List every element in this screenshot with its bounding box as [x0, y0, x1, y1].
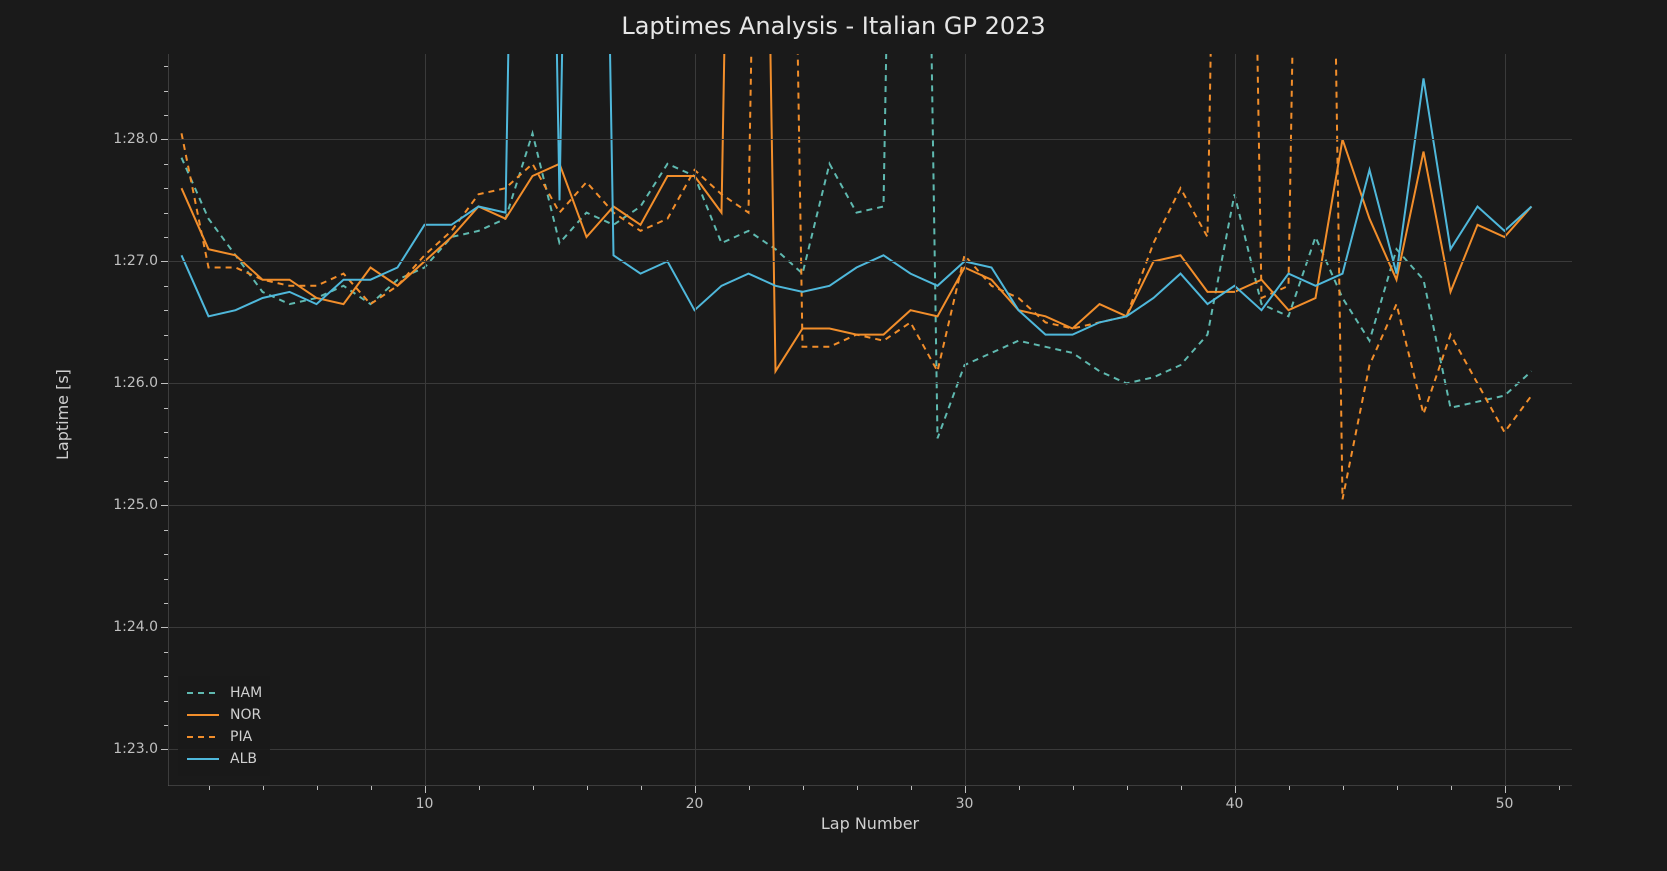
grid-hline	[168, 383, 1572, 384]
grid-vline	[1505, 54, 1506, 786]
ytick-minor	[164, 530, 168, 531]
legend-item-alb: ALB	[186, 748, 262, 770]
ytick-mark	[161, 383, 168, 384]
xtick-minor	[1397, 786, 1398, 790]
ytick-mark	[161, 505, 168, 506]
ytick-label: 1:28.0	[113, 131, 158, 147]
plot-area	[168, 54, 1572, 786]
ytick-minor	[164, 701, 168, 702]
legend-label: HAM	[230, 685, 262, 701]
ytick-minor	[164, 286, 168, 287]
xtick-minor	[1019, 786, 1020, 790]
xtick-mark	[425, 786, 426, 793]
legend-label: NOR	[230, 707, 261, 723]
ytick-mark	[161, 627, 168, 628]
legend-swatch	[186, 731, 220, 743]
ytick-mark	[161, 261, 168, 262]
ytick-minor	[164, 481, 168, 482]
legend-item-pia: PIA	[186, 726, 262, 748]
xtick-minor	[749, 786, 750, 790]
ytick-minor	[164, 457, 168, 458]
ytick-minor	[164, 66, 168, 67]
xtick-minor	[1343, 786, 1344, 790]
ytick-minor	[164, 603, 168, 604]
ytick-minor	[164, 579, 168, 580]
grid-hline	[168, 261, 1572, 262]
ytick-label: 1:25.0	[113, 497, 158, 513]
xtick-label: 50	[1496, 796, 1514, 812]
xtick-minor	[1073, 786, 1074, 790]
legend-label: PIA	[230, 729, 252, 745]
xtick-mark	[1505, 786, 1506, 793]
xtick-minor	[317, 786, 318, 790]
legend-item-nor: NOR	[186, 704, 262, 726]
xtick-label: 30	[956, 796, 974, 812]
ytick-minor	[164, 432, 168, 433]
xtick-minor	[1127, 786, 1128, 790]
ytick-minor	[164, 335, 168, 336]
ytick-minor	[164, 91, 168, 92]
legend-swatch	[186, 709, 220, 721]
xtick-minor	[857, 786, 858, 790]
xtick-label: 40	[1226, 796, 1244, 812]
figure: Laptimes Analysis - Italian GP 2023 Lapt…	[0, 0, 1667, 871]
xtick-minor	[479, 786, 480, 790]
legend-item-ham: HAM	[186, 682, 262, 704]
xtick-label: 10	[416, 796, 434, 812]
ytick-minor	[164, 164, 168, 165]
series-alb	[182, 54, 1532, 335]
ytick-minor	[164, 554, 168, 555]
ytick-label: 1:24.0	[113, 619, 158, 635]
ytick-minor	[164, 237, 168, 238]
ytick-minor	[164, 213, 168, 214]
ytick-label: 1:23.0	[113, 741, 158, 757]
xtick-label: 20	[686, 796, 704, 812]
grid-vline	[695, 54, 696, 786]
xtick-minor	[803, 786, 804, 790]
legend-label: ALB	[230, 751, 257, 767]
xtick-minor	[371, 786, 372, 790]
xtick-minor	[641, 786, 642, 790]
ytick-minor	[164, 115, 168, 116]
ytick-minor	[164, 676, 168, 677]
xtick-minor	[1289, 786, 1290, 790]
grid-hline	[168, 749, 1572, 750]
ytick-mark	[161, 139, 168, 140]
ytick-minor	[164, 725, 168, 726]
ytick-minor	[164, 310, 168, 311]
grid-hline	[168, 627, 1572, 628]
xtick-minor	[533, 786, 534, 790]
xtick-minor	[1451, 786, 1452, 790]
xtick-minor	[1181, 786, 1182, 790]
xtick-mark	[1235, 786, 1236, 793]
ytick-label: 1:26.0	[113, 375, 158, 391]
xtick-minor	[911, 786, 912, 790]
grid-vline	[425, 54, 426, 786]
ytick-minor	[164, 188, 168, 189]
xtick-mark	[965, 786, 966, 793]
ytick-mark	[161, 749, 168, 750]
legend-swatch	[186, 687, 220, 699]
y-axis-label: Laptime [s]	[53, 369, 72, 460]
legend: HAM NOR PIA ALB	[178, 676, 270, 776]
xtick-mark	[695, 786, 696, 793]
grid-vline	[1235, 54, 1236, 786]
xtick-minor	[209, 786, 210, 790]
x-axis-label: Lap Number	[810, 814, 930, 833]
ytick-minor	[164, 652, 168, 653]
grid-hline	[168, 139, 1572, 140]
chart-title: Laptimes Analysis - Italian GP 2023	[0, 12, 1667, 40]
series-ham	[182, 54, 1532, 438]
ytick-label: 1:27.0	[113, 253, 158, 269]
plot-svg	[168, 54, 1572, 786]
xtick-minor	[1559, 786, 1560, 790]
xtick-minor	[263, 786, 264, 790]
ytick-minor	[164, 359, 168, 360]
grid-hline	[168, 505, 1572, 506]
legend-swatch	[186, 753, 220, 765]
ytick-minor	[164, 408, 168, 409]
grid-vline	[965, 54, 966, 786]
xtick-minor	[587, 786, 588, 790]
